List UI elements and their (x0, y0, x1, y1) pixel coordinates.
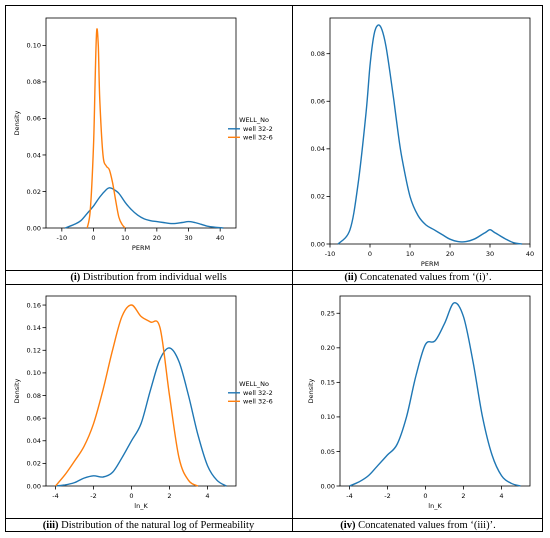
y-tick-label: 0.02 (27, 460, 41, 468)
y-tick-label: 0.12 (27, 347, 41, 355)
y-tick-label: 0.06 (311, 98, 325, 106)
x-tick-label: -4 (52, 492, 58, 500)
y-tick-label: 0.08 (27, 392, 41, 400)
y-axis-label: Density (13, 378, 21, 403)
x-tick-label: 20 (446, 250, 454, 258)
x-tick-label: 40 (216, 234, 224, 242)
x-tick-label: -10 (325, 250, 336, 258)
x-tick-label: 4 (499, 492, 503, 500)
y-tick-label: 0.16 (27, 301, 41, 309)
y-tick-label: 0.00 (27, 482, 41, 490)
y-tick-label: 0.02 (311, 193, 325, 201)
chart-lnk-concatenated: -4 -2 0 2 4 0.00 0.05 0.10 0.15 0.20 0.25 ln_K Densi… (307, 295, 531, 510)
y-tick-label: 0.15 (321, 379, 335, 387)
legend-title: WELL_No (239, 380, 269, 388)
x-axis-label: ln_K (134, 502, 148, 510)
y-tick-label: 0.00 (311, 240, 325, 248)
legend-label: well 32-2 (243, 125, 273, 133)
y-tick-label: 0.06 (27, 414, 41, 422)
y-tick-label: 0.14 (27, 324, 41, 332)
series-line-density (349, 302, 521, 487)
x-tick-label: 10 (121, 234, 129, 242)
chart-perm-individual-wells: -10 0 10 20 30 40 0.00 0.02 0.04 0.06 0.08 0.10 PERM… (13, 17, 273, 252)
plot-area (45, 295, 237, 487)
y-tick-label: 0.05 (321, 448, 335, 456)
figure-frame (5, 5, 543, 532)
series-line-well-32-2 (55, 347, 227, 487)
legend-label: well 32-6 (243, 134, 273, 142)
x-tick-label: 2 (461, 492, 465, 500)
y-tick-label: 0.08 (311, 50, 325, 58)
series-line-density (337, 24, 523, 245)
x-tick-label: 40 (526, 250, 534, 258)
series-line-well-32-6 (86, 28, 126, 229)
x-tick-label: 0 (129, 492, 133, 500)
x-axis-label: PERM (132, 244, 150, 252)
x-tick-label: -4 (346, 492, 352, 500)
x-tick-label: 0 (423, 492, 427, 500)
x-tick-label: 2 (167, 492, 171, 500)
y-tick-label: 0.10 (27, 369, 41, 377)
x-tick-label: -2 (384, 492, 390, 500)
y-tick-label: 0.04 (27, 437, 41, 445)
caption-i: (i) Distribution from individual wells (70, 272, 227, 283)
plot-area (339, 295, 531, 487)
x-axis-label: ln_K (428, 502, 442, 510)
row-divider-2 (5, 284, 543, 285)
y-tick-label: 0.04 (27, 151, 41, 159)
series-line-well-32-6 (54, 304, 199, 487)
x-tick-label: 10 (406, 250, 414, 258)
column-divider (292, 5, 293, 532)
x-tick-label: 0 (91, 234, 95, 242)
series-line-well-32-2 (64, 187, 224, 229)
plot-area (329, 17, 531, 245)
y-tick-label: 0.10 (321, 413, 335, 421)
chart-lnk-individual-wells: -4 -2 0 2 4 0.00 0.02 0.04 0.06 0.08 0.10 0.12 0.14 0… (13, 295, 273, 510)
y-axis-label: Density (307, 378, 315, 403)
x-tick-label: 4 (205, 492, 209, 500)
x-tick-label: -2 (90, 492, 96, 500)
legend-title: WELL_No (239, 116, 269, 124)
x-tick-label: -10 (57, 234, 68, 242)
y-tick-label: 0.10 (27, 42, 41, 50)
x-tick-label: 30 (184, 234, 192, 242)
y-axis-label: Density (13, 110, 21, 135)
chart-perm-concatenated: -10 0 10 20 30 40 0.00 0.02 0.04 0.06 0.08 PERM (311, 17, 534, 268)
caption-iv: (iv) Concatenated values from ‘(iii)’. (340, 520, 496, 531)
y-tick-label: 0.20 (321, 344, 335, 352)
legend-label: well 32-6 (243, 398, 273, 406)
caption-ii: (ii) Concatenated values from ‘(i)’. (344, 272, 492, 283)
row-divider-3 (5, 518, 543, 519)
x-tick-label: 30 (486, 250, 494, 258)
caption-iii: (iii) Distribution of the natural log of… (42, 520, 255, 531)
y-tick-label: 0.25 (321, 310, 335, 318)
y-tick-label: 0.04 (311, 145, 325, 153)
x-tick-label: 0 (368, 250, 372, 258)
y-tick-label: 0.00 (27, 224, 41, 232)
row-divider-1 (5, 270, 543, 271)
y-tick-label: 0.06 (27, 115, 41, 123)
legend-label: well 32-2 (243, 389, 273, 397)
x-tick-label: 20 (153, 234, 161, 242)
y-tick-label: 0.08 (27, 78, 41, 86)
plot-area (45, 17, 237, 229)
y-tick-label: 0.02 (27, 188, 41, 196)
x-axis-label: PERM (421, 260, 439, 268)
y-tick-label: 0.00 (321, 482, 335, 490)
